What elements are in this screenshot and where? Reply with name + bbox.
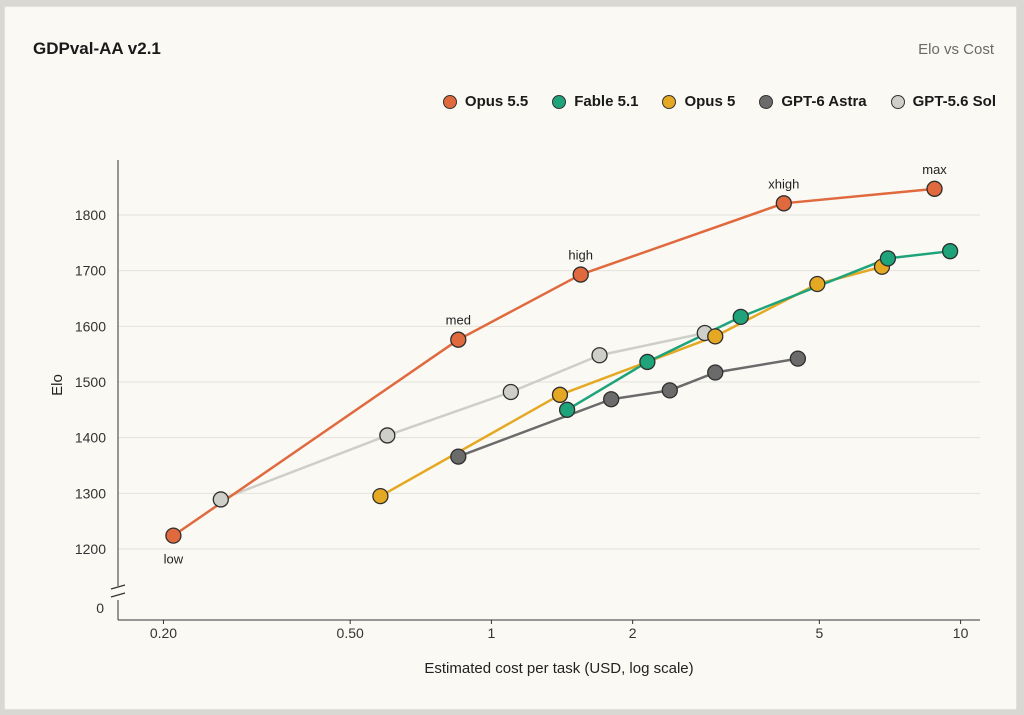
series-line-gpt-5-6-sol [220,331,706,501]
chart-card: GDPval-AA v2.1 Elo vs Cost Opus 5.5 Fabl… [4,6,1017,710]
y-tick-label: 1600 [75,318,106,334]
chart-subtitle: Elo vs Cost [918,41,994,58]
data-point-gpt-5-6-sol [591,347,608,364]
x-tick-label: 10 [953,625,969,641]
data-point-fable-5-1 [558,401,576,418]
x-tick-label: 1 [488,625,496,641]
data-point-opus-5-5 [165,527,182,544]
y-axis-title: Elo [49,374,66,396]
series-line-opus-5-5 [172,187,935,537]
data-point-opus-5-5 [450,331,467,348]
data-point-gpt-6-astra [661,382,678,399]
data-point-opus-5-5 [572,266,589,283]
x-tick-label: 5 [815,625,823,641]
data-point-gpt-5-6-sol [379,427,396,444]
annotation-xhigh: xhigh [768,176,799,191]
data-point-fable-5-1 [639,353,656,371]
legend-item-gpt-6-astra: GPT-6 Astra [759,93,867,110]
legend-marker-opus-5 [662,94,677,109]
data-point-opus-5-5 [926,180,943,197]
legend-label-gpt-6-astra: GPT-6 Astra [781,93,867,110]
x-axis-title: Estimated cost per task (USD, log scale) [424,660,693,677]
annotation-low: low [164,552,184,567]
x-tick-label: 0.20 [150,625,177,641]
y-tick-label: 1400 [75,430,106,446]
legend-item-opus-5: Opus 5 [662,93,735,110]
data-point-fable-5-1 [941,243,959,260]
legend-marker-opus-5-5 [442,94,457,109]
legend-label-gpt-5-6-sol: GPT-5.6 Sol [912,93,996,110]
legend-item-fable-5-1: Fable 5.1 [552,93,638,110]
x-tick-label: 2 [629,625,637,641]
y-tick-label-zero: 0 [96,600,104,616]
y-tick-label: 1800 [75,207,106,223]
data-point-opus-5 [551,386,569,403]
legend-marker-fable-5-1 [552,94,567,109]
legend-marker-gpt-6-astra [759,94,774,109]
data-point-gpt-6-astra [707,364,724,381]
annotation-high: high [568,248,593,263]
data-point-gpt-5-6-sol [212,491,229,508]
legend: Opus 5.5 Fable 5.1 Opus 5 GPT-6 Astra GP… [419,93,996,110]
y-tick-label: 1700 [75,263,106,279]
data-point-opus-5-5 [775,195,792,212]
legend-marker-gpt-5-6-sol [890,94,905,109]
legend-item-opus-5-5: Opus 5.5 [442,93,529,110]
chart-title: GDPval-AA v2.1 [33,39,161,58]
data-point-opus-5 [372,487,389,505]
data-point-fable-5-1 [879,250,897,267]
y-axis-break-mark [110,584,126,598]
data-point-gpt-6-astra [789,350,807,367]
data-point-fable-5-1 [732,308,749,326]
annotation-med: med [446,313,471,328]
legend-label-opus-5: Opus 5 [684,93,736,110]
data-point-gpt-6-astra [603,391,620,408]
y-tick-label: 1300 [75,485,106,501]
legend-label-opus-5-5: Opus 5.5 [464,93,529,110]
data-point-gpt-6-astra [450,448,467,465]
x-tick-label: 0.50 [337,625,364,641]
annotation-max: max [922,162,947,177]
series-line-fable-5-1 [566,249,951,411]
data-point-opus-5 [707,328,724,345]
y-tick-label: 1500 [75,374,106,390]
data-point-opus-5 [809,275,826,293]
legend-item-gpt-5-6-sol: GPT-5.6 Sol [890,93,996,110]
data-point-gpt-5-6-sol [502,383,519,401]
y-tick-label: 1200 [75,541,106,557]
legend-label-fable-5-1: Fable 5.1 [574,93,639,110]
